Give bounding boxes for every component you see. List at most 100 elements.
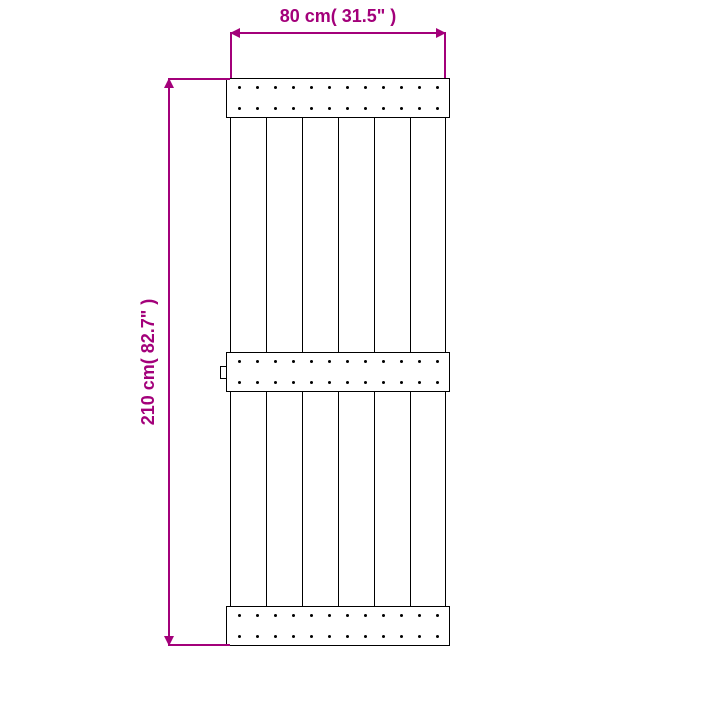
hinge-edge [220,378,226,379]
height-dim-line [168,78,170,646]
nail-dot [436,614,439,617]
nail-dot [382,86,385,89]
nail-dot [328,107,331,110]
height-arrow-top [164,78,174,88]
width-arrow-right [436,28,446,38]
nail-dot [436,86,439,89]
nail-dot [436,381,439,384]
rail-bottom-right [449,606,450,646]
nail-dot [400,360,403,363]
nail-dot [400,107,403,110]
nail-dot [364,614,367,617]
nail-dot [310,360,313,363]
rail-middle-right [449,352,450,392]
nail-dot [418,86,421,89]
width-dim-line [230,32,446,34]
nail-dot [256,360,259,363]
rail-middle-fill [226,352,450,392]
rail-middle-left [226,352,227,392]
nail-dot [292,86,295,89]
nail-dot [364,381,367,384]
rail-top-top [226,78,450,79]
nail-dot [328,635,331,638]
nail-dot [382,360,385,363]
nail-dot [364,635,367,638]
nail-dot [400,381,403,384]
nail-dot [238,635,241,638]
nail-dot [346,360,349,363]
nail-dot [364,86,367,89]
nail-dot [310,614,313,617]
nail-dot [310,381,313,384]
nail-dot [400,86,403,89]
nail-dot [418,107,421,110]
nail-dot [436,635,439,638]
nail-dot [310,635,313,638]
nail-dot [436,360,439,363]
nail-dot [382,381,385,384]
nail-dot [292,614,295,617]
rail-top-fill [226,78,450,118]
nail-dot [292,635,295,638]
rail-bottom-fill [226,606,450,646]
rail-bottom-top [226,606,450,607]
width-label: 80 cm( 31.5" ) [280,6,397,27]
width-ext-left [230,32,232,78]
rail-bottom-bottom [226,645,450,646]
nail-dot [256,635,259,638]
rail-top-bottom [226,117,450,118]
nail-dot [292,107,295,110]
nail-dot [382,107,385,110]
nail-dot [238,107,241,110]
nail-dot [346,107,349,110]
nail-dot [418,381,421,384]
nail-dot [418,635,421,638]
nail-dot [328,360,331,363]
nail-dot [256,107,259,110]
width-arrow-left [230,28,240,38]
nail-dot [382,635,385,638]
nail-dot [346,381,349,384]
nail-dot [328,381,331,384]
nail-dot [292,360,295,363]
nail-dot [364,360,367,363]
nail-dot [418,614,421,617]
rail-middle-bottom [226,391,450,392]
height-arrow-bottom [164,636,174,646]
nail-dot [238,614,241,617]
rail-middle-top [226,352,450,353]
nail-dot [274,381,277,384]
nail-dot [346,635,349,638]
nail-dot [292,381,295,384]
nail-dot [310,107,313,110]
height-ext-bottom [168,644,230,646]
nail-dot [364,107,367,110]
nail-dot [256,86,259,89]
nail-dot [346,86,349,89]
nail-dot [436,107,439,110]
nail-dot [382,614,385,617]
nail-dot [328,86,331,89]
nail-dot [256,614,259,617]
rail-top-left [226,78,227,118]
nail-dot [274,614,277,617]
hinge-edge [220,366,221,378]
nail-dot [238,86,241,89]
nail-dot [400,635,403,638]
nail-dot [274,86,277,89]
nail-dot [346,614,349,617]
nail-dot [274,107,277,110]
width-ext-right [444,32,446,78]
rail-bottom-left [226,606,227,646]
diagram-canvas: 80 cm( 31.5" ) 210 cm( 82.7" ) [0,0,720,720]
nail-dot [238,360,241,363]
nail-dot [238,381,241,384]
height-label: 210 cm( 82.7" ) [138,299,159,426]
height-ext-top [168,78,230,80]
nail-dot [274,360,277,363]
nail-dot [310,86,313,89]
nail-dot [418,360,421,363]
nail-dot [256,381,259,384]
nail-dot [274,635,277,638]
nail-dot [328,614,331,617]
